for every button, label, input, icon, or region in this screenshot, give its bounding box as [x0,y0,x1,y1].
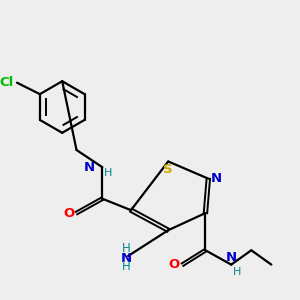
Text: O: O [64,206,75,220]
Text: H: H [233,267,241,277]
Text: N: N [211,172,222,185]
Text: N: N [226,251,237,264]
Text: H: H [122,242,131,255]
Text: N: N [84,161,95,174]
Text: H: H [122,260,131,272]
Text: S: S [164,163,173,176]
Text: H: H [104,168,112,178]
Text: O: O [168,258,180,271]
Text: N: N [121,252,132,266]
Text: Cl: Cl [0,76,14,89]
